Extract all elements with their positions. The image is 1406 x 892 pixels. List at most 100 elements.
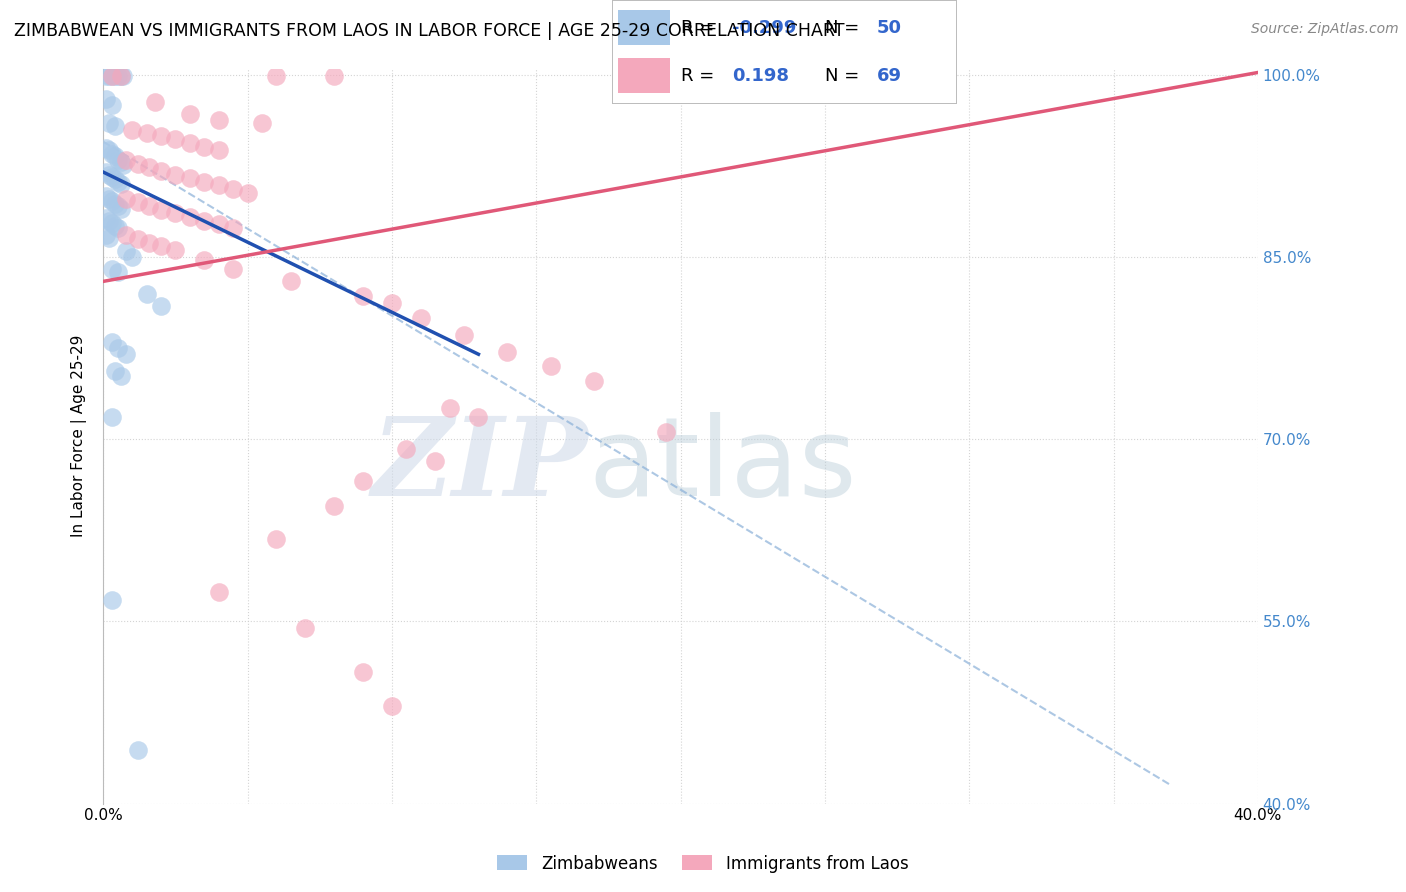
Point bbox=[280, 274, 302, 288]
Point bbox=[94, 189, 117, 203]
Point bbox=[110, 178, 132, 192]
Point bbox=[121, 250, 143, 264]
Point bbox=[135, 126, 157, 140]
Point bbox=[127, 232, 149, 246]
Point bbox=[107, 265, 129, 279]
Point bbox=[165, 168, 187, 182]
Point bbox=[222, 262, 245, 277]
Point bbox=[165, 243, 187, 257]
Y-axis label: In Labor Force | Age 25-29: In Labor Force | Age 25-29 bbox=[72, 335, 87, 537]
Text: R =: R = bbox=[681, 19, 720, 37]
Point bbox=[98, 116, 121, 130]
Point bbox=[236, 186, 259, 200]
Text: 50: 50 bbox=[877, 19, 901, 37]
Point bbox=[94, 69, 117, 83]
Point bbox=[98, 230, 121, 244]
Point bbox=[540, 359, 562, 374]
Text: N =: N = bbox=[825, 19, 865, 37]
Point bbox=[115, 228, 138, 243]
Point bbox=[149, 164, 172, 178]
Text: atlas: atlas bbox=[588, 412, 856, 519]
Point bbox=[104, 364, 127, 378]
Point bbox=[222, 182, 245, 196]
Text: R =: R = bbox=[681, 67, 725, 85]
Point bbox=[127, 156, 149, 170]
Point bbox=[138, 235, 160, 250]
Point bbox=[143, 95, 166, 109]
Point bbox=[115, 347, 138, 361]
Point bbox=[193, 252, 215, 267]
Point bbox=[98, 192, 121, 206]
Point bbox=[208, 217, 231, 231]
Point bbox=[101, 410, 124, 425]
Point bbox=[496, 344, 519, 359]
Text: ZIMBABWEAN VS IMMIGRANTS FROM LAOS IN LABOR FORCE | AGE 25-29 CORRELATION CHART: ZIMBABWEAN VS IMMIGRANTS FROM LAOS IN LA… bbox=[14, 22, 845, 40]
Text: N =: N = bbox=[825, 67, 865, 85]
Point bbox=[135, 286, 157, 301]
Point bbox=[127, 195, 149, 210]
Point bbox=[110, 155, 132, 169]
Point bbox=[179, 171, 201, 186]
Point bbox=[250, 116, 273, 130]
Point bbox=[149, 128, 172, 143]
Point bbox=[669, 69, 692, 83]
Point bbox=[110, 69, 132, 83]
Point bbox=[104, 119, 127, 133]
Point bbox=[409, 310, 432, 325]
Point bbox=[115, 153, 138, 167]
Point bbox=[149, 239, 172, 253]
Point bbox=[101, 169, 124, 184]
Text: 0.198: 0.198 bbox=[733, 67, 789, 85]
Legend: Zimbabweans, Immigrants from Laos: Zimbabweans, Immigrants from Laos bbox=[491, 848, 915, 880]
Point bbox=[107, 153, 129, 167]
Point bbox=[352, 474, 374, 488]
Point bbox=[107, 221, 129, 235]
Point bbox=[165, 132, 187, 146]
FancyBboxPatch shape bbox=[619, 11, 671, 45]
Point bbox=[467, 410, 489, 425]
Text: ZIP: ZIP bbox=[371, 412, 588, 519]
Point bbox=[98, 143, 121, 157]
Point bbox=[115, 244, 138, 258]
Point bbox=[115, 192, 138, 206]
Point bbox=[101, 98, 124, 112]
Point bbox=[94, 92, 117, 106]
Point bbox=[208, 178, 231, 193]
Point bbox=[110, 202, 132, 216]
Point bbox=[101, 262, 124, 277]
Point bbox=[266, 532, 288, 546]
Point bbox=[101, 592, 124, 607]
Point bbox=[94, 228, 117, 243]
Point bbox=[138, 160, 160, 174]
Point bbox=[208, 585, 231, 599]
Point bbox=[179, 136, 201, 150]
Point bbox=[149, 299, 172, 313]
Point bbox=[98, 213, 121, 227]
Point bbox=[323, 69, 346, 83]
Point bbox=[266, 69, 288, 83]
Point bbox=[453, 327, 475, 342]
Point bbox=[381, 296, 404, 310]
Point bbox=[94, 141, 117, 155]
Point bbox=[104, 219, 127, 233]
Point bbox=[101, 216, 124, 230]
Point bbox=[294, 620, 316, 634]
Point bbox=[107, 175, 129, 189]
Text: -0.299: -0.299 bbox=[733, 19, 797, 37]
Point bbox=[179, 107, 201, 121]
Point bbox=[104, 149, 127, 163]
Point bbox=[193, 213, 215, 227]
Point bbox=[138, 199, 160, 213]
Point bbox=[94, 211, 117, 226]
Point bbox=[352, 289, 374, 303]
Point bbox=[104, 196, 127, 211]
FancyBboxPatch shape bbox=[619, 59, 671, 94]
Point bbox=[165, 206, 187, 220]
Point bbox=[107, 69, 129, 83]
Point bbox=[112, 69, 135, 83]
Text: Source: ZipAtlas.com: Source: ZipAtlas.com bbox=[1251, 22, 1399, 37]
Point bbox=[208, 143, 231, 157]
Point bbox=[101, 335, 124, 350]
Point bbox=[101, 69, 124, 83]
Point bbox=[655, 425, 678, 439]
